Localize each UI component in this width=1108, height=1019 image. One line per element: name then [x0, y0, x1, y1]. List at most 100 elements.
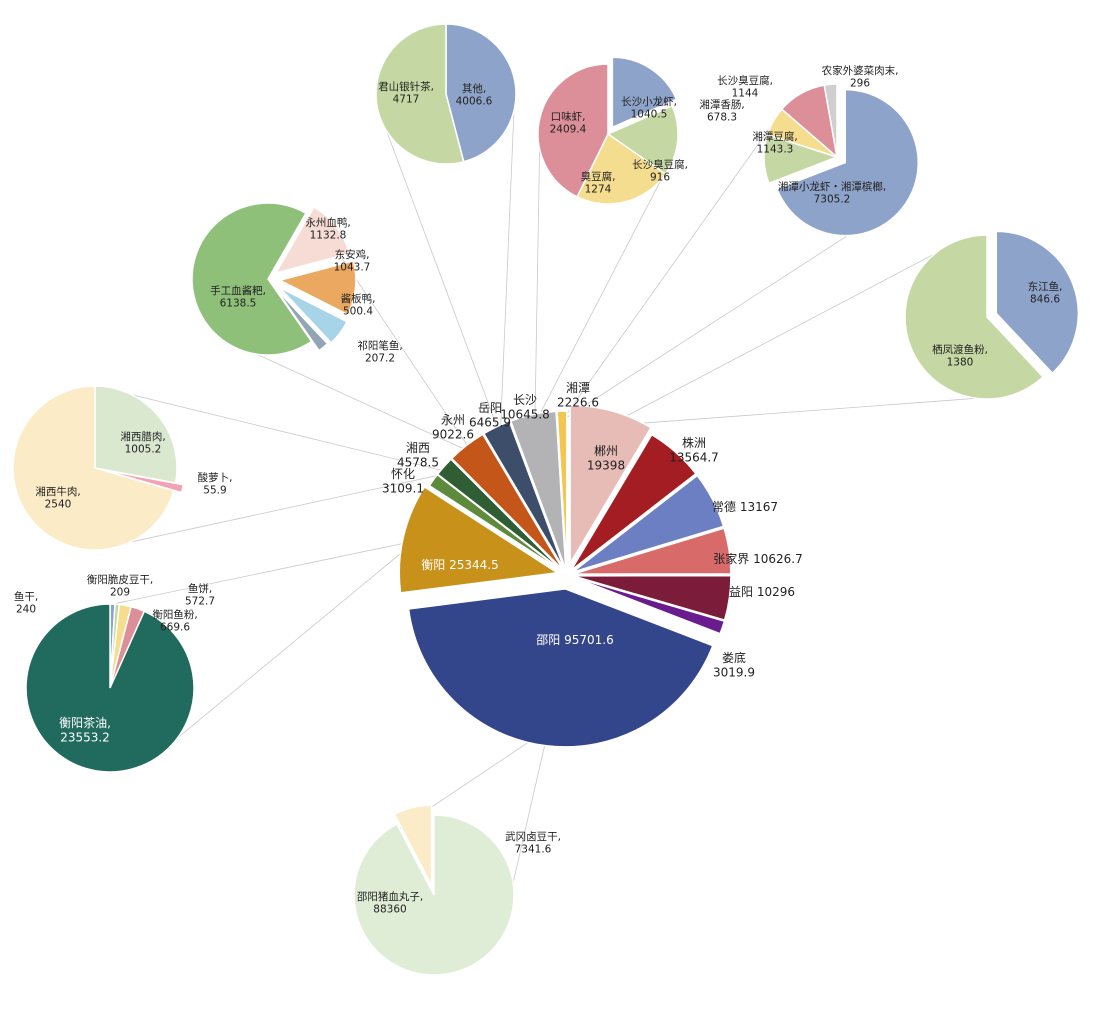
sub-slice-label: 口味虾, 2409.4	[550, 110, 587, 136]
main-slice	[572, 576, 726, 635]
sub-slice-label: 湘西牛肉, 2540	[35, 485, 80, 511]
connector-line	[534, 150, 677, 424]
connector-line	[499, 82, 516, 436]
main-slice	[450, 433, 564, 571]
sub-slice-label: 永州血鸭, 1132.8	[305, 216, 350, 242]
sub-slice	[94, 385, 178, 484]
sub-slice-label: 衡阳鱼粉, 669.6	[152, 608, 197, 634]
main-slice	[569, 404, 652, 567]
sub-slice	[393, 804, 433, 886]
sub-slice	[277, 259, 357, 316]
sub-slice-label: 衡阳脆皮豆干, 209	[87, 573, 153, 599]
sub-slice-label: 鱼干, 240	[14, 590, 38, 616]
main-slice-label: 张家界 10626.7	[713, 551, 802, 566]
main-slice-label: 岳阳 6465.9	[469, 401, 511, 429]
sub-slice-label: 长沙臭豆腐, 1144	[717, 74, 773, 100]
connector-line	[95, 385, 451, 473]
main-slice	[482, 420, 566, 570]
connector-line	[316, 220, 473, 453]
sub-pie-长沙	[537, 56, 679, 205]
main-slice-label: 邵阳 95701.6	[536, 633, 613, 647]
sub-slice	[278, 286, 349, 344]
main-slice-label: 株洲 13564.7	[669, 435, 719, 464]
main-slice-label: 益阳 10296	[729, 585, 795, 599]
sub-slice-label: 长沙臭豆腐, 916	[632, 158, 688, 184]
sub-slice	[274, 206, 351, 275]
sub-slice-label: 湘西腊肉, 1005.2	[120, 430, 165, 456]
main-slice-label: 永州 9022.6	[432, 413, 474, 441]
connector-line	[608, 395, 1010, 427]
connector-line	[562, 209, 888, 421]
sub-slice-label: 栖凤渡鱼粉, 1380	[932, 343, 988, 369]
connector-line	[561, 104, 787, 421]
sub-slice	[25, 603, 195, 773]
main-slice	[436, 458, 564, 572]
sub-slice-label: 手工血酱粑, 6138.5	[210, 284, 266, 310]
sub-slice	[353, 814, 515, 976]
connector-line	[534, 116, 541, 424]
sub-slice	[606, 105, 679, 176]
sub-slice-label: 君山银针茶, 4717	[378, 80, 434, 106]
sub-slice-label: 东江鱼, 846.6	[1028, 280, 1063, 306]
sub-pie-衡阳	[25, 603, 195, 773]
sub-slice	[375, 23, 465, 165]
sub-slice-label: 东安鸡, 1043.7	[334, 248, 371, 274]
main-pie	[398, 404, 732, 748]
sub-slice	[445, 23, 517, 163]
sub-slice	[823, 83, 838, 158]
connector-line	[607, 237, 965, 427]
sub-slice-label: 祁阳笔鱼, 207.2	[357, 339, 402, 365]
sub-slice	[776, 88, 919, 237]
main-slice-label: 郴州 19398	[587, 444, 625, 472]
sub-pie-永州	[191, 202, 357, 356]
sub-pie-郴州	[904, 230, 1080, 400]
main-slice	[398, 485, 560, 594]
connector-line	[93, 472, 451, 551]
sub-slice-label: 湘潭豆腐, 1143.3	[752, 130, 797, 156]
connector-line	[73, 540, 417, 613]
sub-slice-label: 邵阳猪血丸子, 88360	[357, 890, 423, 916]
connector-line	[218, 336, 473, 454]
connector-line	[146, 540, 417, 764]
sub-slice	[537, 63, 609, 198]
main-slice	[570, 433, 697, 572]
sub-slice	[576, 132, 667, 205]
connector-lines	[73, 82, 1010, 941]
sub-pie-湘潭	[763, 83, 919, 237]
sub-slice	[274, 287, 329, 352]
sub-pie-岳阳	[375, 23, 517, 165]
sub-slice-label: 其他, 4006.6	[456, 82, 493, 108]
sub-slice	[995, 230, 1080, 375]
main-slice-label: 长沙 10645.8	[500, 393, 550, 421]
sub-slice-label: 鱼饼, 572.7	[185, 582, 215, 608]
sub-slice-label: 衡阳茶油, 23553.2	[59, 715, 111, 744]
sub-slice	[191, 202, 313, 356]
connector-line	[376, 104, 501, 436]
sub-slice-label: 长沙小龙虾, 1040.5	[621, 95, 677, 121]
sub-slice-label: 酸萝卜, 55.9	[198, 471, 233, 497]
sub-slice-label: 湘潭小龙虾・湘潭槟榔, 7305.2	[778, 180, 886, 206]
sub-slice-label: 湘潭香肠, 678.3	[699, 98, 744, 124]
sub-pie-湘西	[12, 385, 185, 551]
main-slice-label: 怀化 3109.1	[382, 467, 424, 495]
main-slice-label: 湘西 4578.5	[397, 440, 439, 469]
sub-slice-label: 臭豆腐, 1274	[581, 170, 616, 196]
main-slice	[572, 574, 732, 622]
main-slice	[509, 410, 567, 570]
sub-pie-邵阳	[353, 804, 515, 976]
main-slice	[572, 527, 732, 575]
main-slice-label: 娄底 3019.9	[713, 650, 755, 679]
main-slice	[407, 588, 714, 748]
sub-slice-label: 农家外婆菜肉末, 296	[822, 64, 899, 90]
sub-slice-label: 酱板鸭, 500.4	[341, 292, 376, 318]
main-slice	[556, 410, 568, 570]
sub-slice	[12, 385, 175, 551]
sub-slice-label: 武冈卤豆干, 7341.6	[505, 830, 561, 856]
sub-slice	[611, 56, 678, 129]
main-slice-label: 湘潭 2226.6	[557, 380, 599, 409]
main-slice	[571, 474, 725, 573]
main-slice-label: 衡阳 25344.5	[421, 558, 498, 572]
main-slice-label: 常德 13167	[712, 499, 778, 514]
